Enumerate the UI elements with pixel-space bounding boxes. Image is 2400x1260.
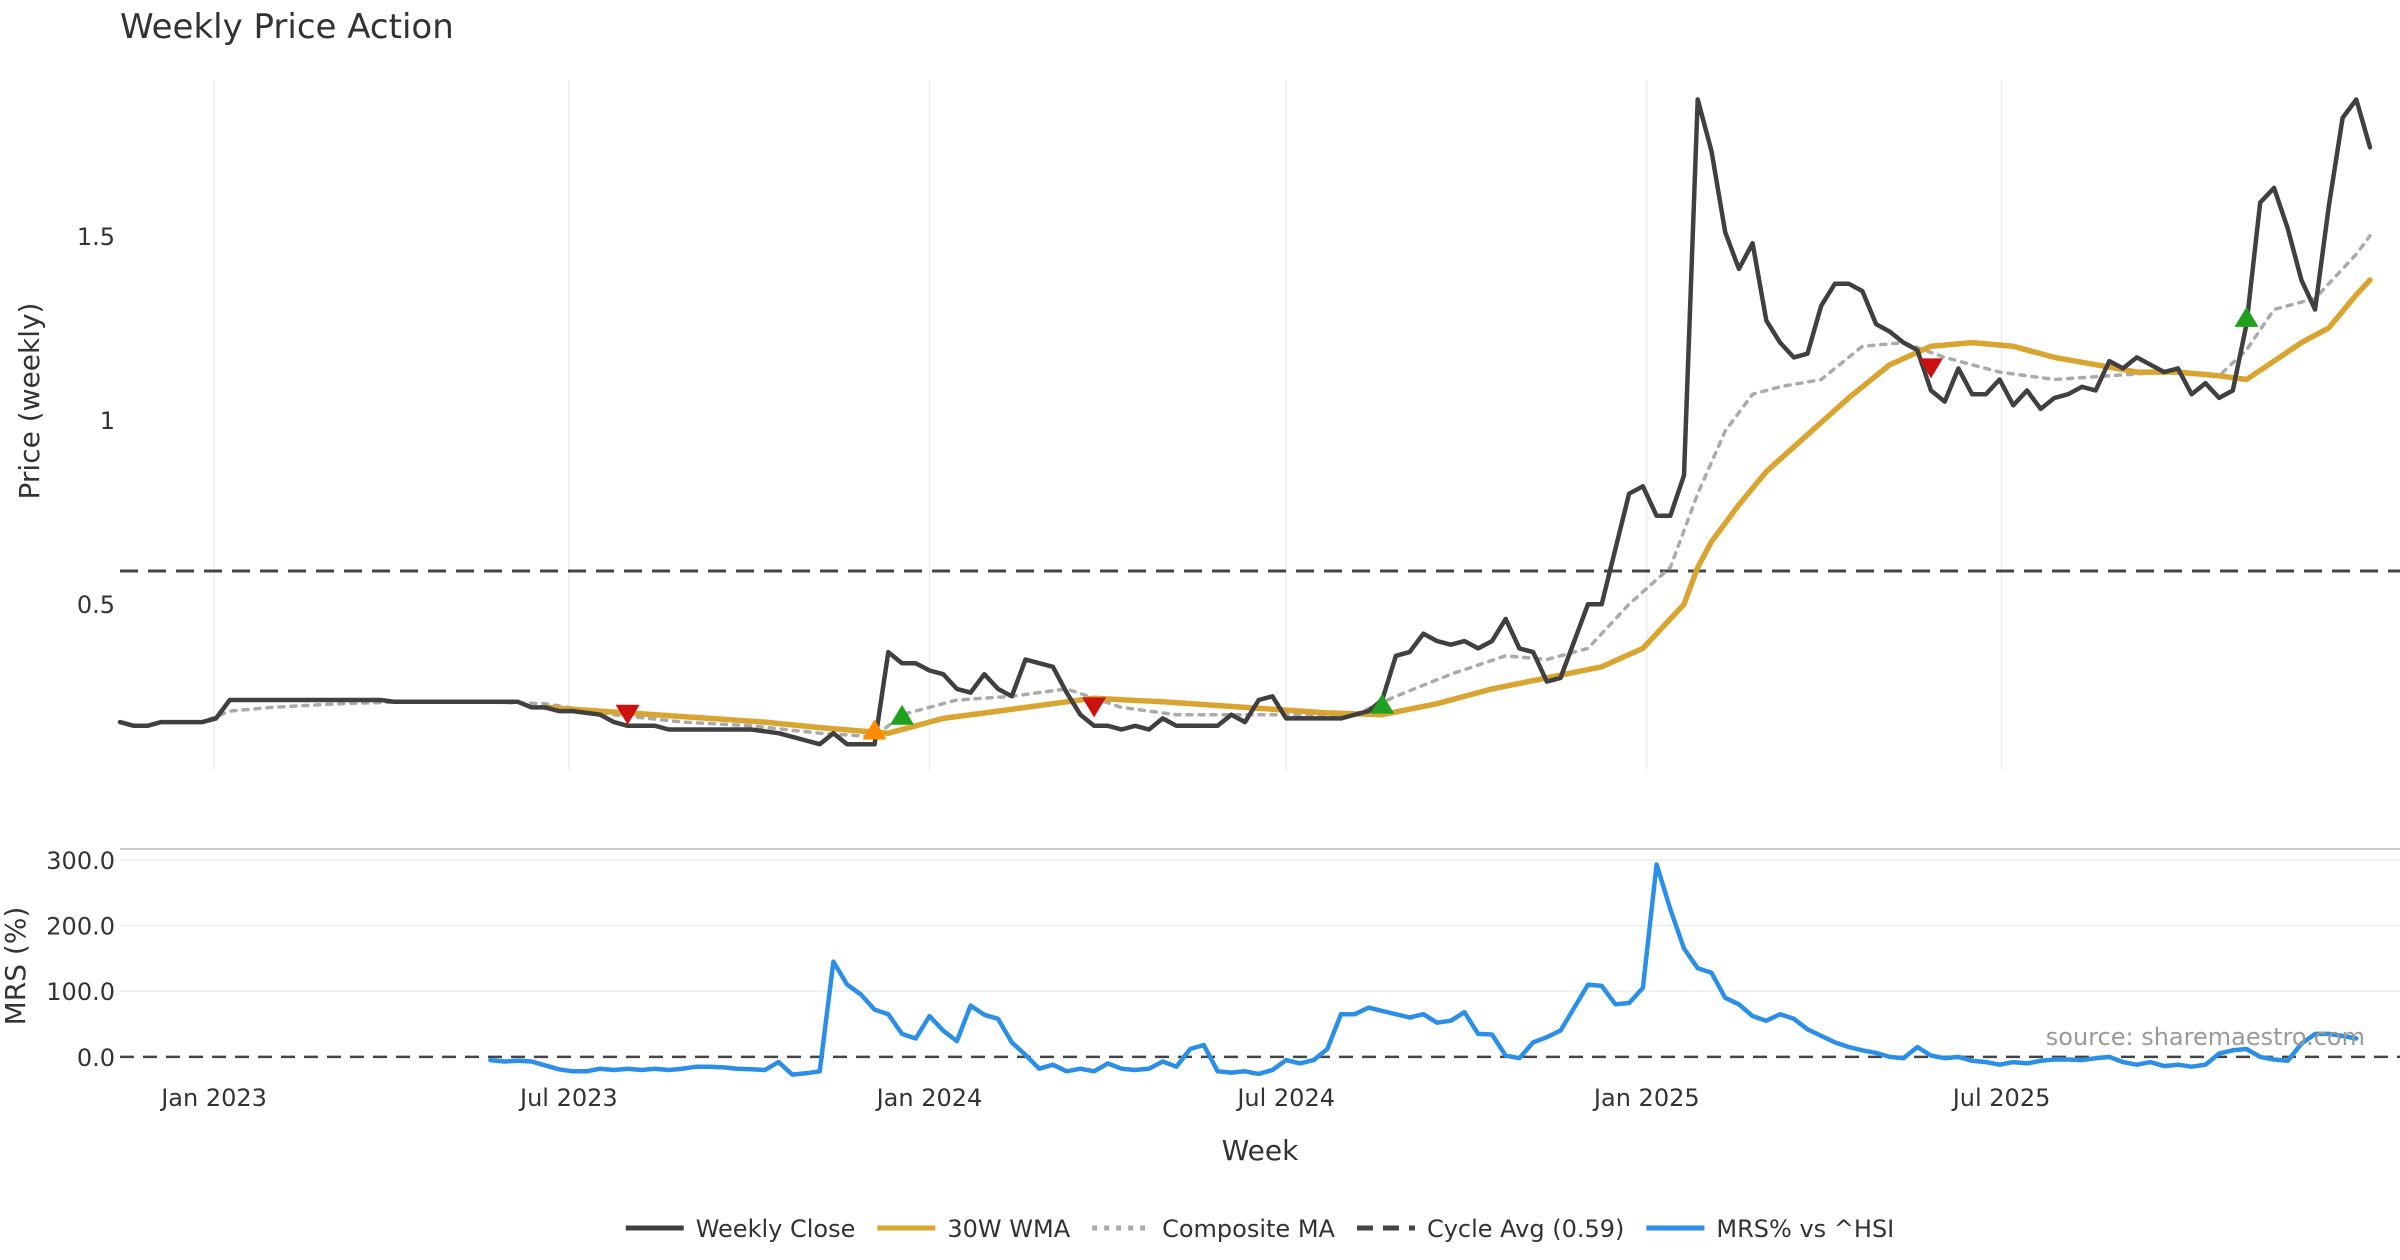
x-tick-label: Jan 2025 [1592,1084,1700,1112]
sell-signal-marker [615,704,640,725]
wma-30w-line [542,277,2373,736]
legend-label: 30W WMA [947,1215,1070,1243]
price-panel: 0.5 1 1.5 [77,80,2400,770]
mrs-tick-label: 0.0 [77,1044,115,1072]
legend-label: MRS% vs ^HSI [1716,1215,1894,1243]
price-axis-label: Price (weekly) [13,303,46,500]
x-axis-label: Week [1222,1134,1299,1167]
mrs-tick-label: 300.0 [46,847,115,875]
mrs-tick-label: 200.0 [46,913,115,941]
chart-title: Weekly Price Action [120,7,454,47]
buy-signal-marker [2234,306,2259,327]
price-tick-label: 1.5 [77,223,115,251]
legend: Weekly Close 30W WMA Composite MA Cycle Avg… [625,1215,1894,1243]
legend-label: Weekly Close [696,1215,856,1243]
x-tick-label: Jul 2025 [1951,1084,2051,1112]
buy-signal-marker [862,719,887,740]
price-tick-label: 0.5 [77,591,115,619]
mrs-axis-label: MRS (%) [0,907,32,1026]
weekly-close-line [117,97,2373,747]
source-note: source: sharemaestro.com [2046,1023,2365,1051]
price-tick-label: 1 [100,407,115,435]
legend-label: Composite MA [1162,1215,1335,1243]
mrs-tick-label: 100.0 [46,978,115,1006]
x-tick-label: Jul 2023 [518,1084,618,1112]
x-tick-label: Jan 2023 [159,1084,267,1112]
x-tick-label: Jul 2024 [1235,1084,1335,1112]
sell-signal-marker [1918,358,1943,379]
x-tick-label: Jan 2024 [875,1084,983,1112]
sell-signal-marker [1082,697,1107,718]
composite-ma-line [159,234,2372,739]
buy-signal-marker [1370,693,1395,714]
buy-signal-marker [890,704,915,725]
mrs-line [488,862,2359,1077]
legend-label: Cycle Avg (0.59) [1427,1215,1624,1243]
mrs-panel: 0.0 100.0 200.0 300.0 Jan 2023 Jul 2023 Jan 20… [46,847,2400,1112]
